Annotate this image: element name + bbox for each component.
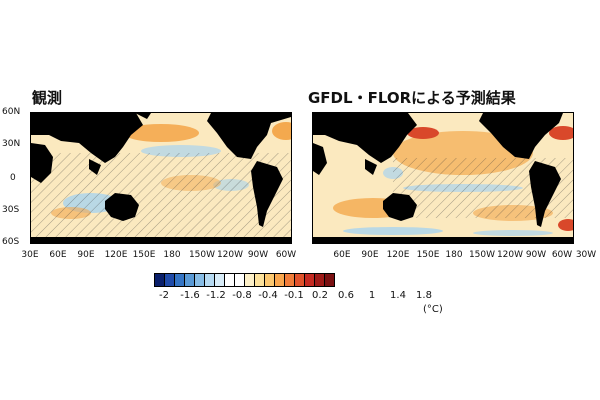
x-tick: 180 xyxy=(445,250,463,260)
x-tick: 180 xyxy=(163,250,181,260)
x-tick: 60W xyxy=(551,250,573,260)
x-tick: 150E xyxy=(416,250,440,260)
x-tick: 90W xyxy=(247,250,269,260)
colorbar-tick-label: 0.6 xyxy=(338,290,354,301)
x-tick: 90E xyxy=(361,250,379,260)
colorbar-tick-label: -0.4 xyxy=(258,290,278,301)
x-tick: 120W xyxy=(496,250,524,260)
observation-map xyxy=(30,112,292,244)
y-tick-0: 0 xyxy=(10,173,16,183)
x-axis-left: 30E 60E 90E 120E 150E 180 150W 120W 90W … xyxy=(21,250,296,262)
colorbar xyxy=(154,273,335,287)
x-tick: 90E xyxy=(77,250,95,260)
x-tick: 90W xyxy=(525,250,547,260)
x-axis-right: 60E 90E 120E 150E 180 150W 120W 90W 60W … xyxy=(312,250,596,262)
observation-title: 観測 xyxy=(32,89,63,107)
x-tick: 120E xyxy=(386,250,410,260)
colorbar-tick-label: -0.8 xyxy=(232,290,252,301)
x-tick: 150W xyxy=(468,250,496,260)
y-tick-30n: 30N xyxy=(2,139,21,149)
unit-label: (°C) xyxy=(423,304,443,315)
x-tick: 60E xyxy=(49,250,67,260)
colorbar-tick-label: -0.1 xyxy=(284,290,304,301)
colorbar-tick-label: 0.2 xyxy=(312,290,328,301)
x-tick: 60E xyxy=(333,250,351,260)
colorbar-cell xyxy=(324,273,335,287)
x-tick: 30E xyxy=(21,250,39,260)
x-tick: 120W xyxy=(216,250,244,260)
x-tick: 60W xyxy=(275,250,297,260)
y-tick-60s: 60S xyxy=(2,237,20,247)
colorbar-tick-label: -1.6 xyxy=(180,290,200,301)
y-tick-60n: 60N xyxy=(2,107,21,117)
x-tick: 150W xyxy=(188,250,216,260)
x-tick: 120E xyxy=(104,250,128,260)
forecast-map xyxy=(312,112,574,244)
forecast-title: GFDL・FLORによる予測結果 xyxy=(308,89,516,107)
colorbar-tick-label: -2 xyxy=(159,290,169,301)
x-tick: 30W xyxy=(575,250,597,260)
colorbar-tick-label: 1 xyxy=(368,290,376,301)
colorbar-tick-label: 1.4 xyxy=(390,290,406,301)
y-tick-30s: 30S xyxy=(2,205,20,215)
colorbar-tick-label: -1.2 xyxy=(206,290,226,301)
colorbar-tick-label: 1.8 xyxy=(416,290,432,301)
colorbar-labels: -2 -1.6 -1.2 -0.8 -0.4 -0.1 0.2 0.6 1 1.4 1.8 xyxy=(154,290,444,302)
x-tick: 150E xyxy=(132,250,156,260)
